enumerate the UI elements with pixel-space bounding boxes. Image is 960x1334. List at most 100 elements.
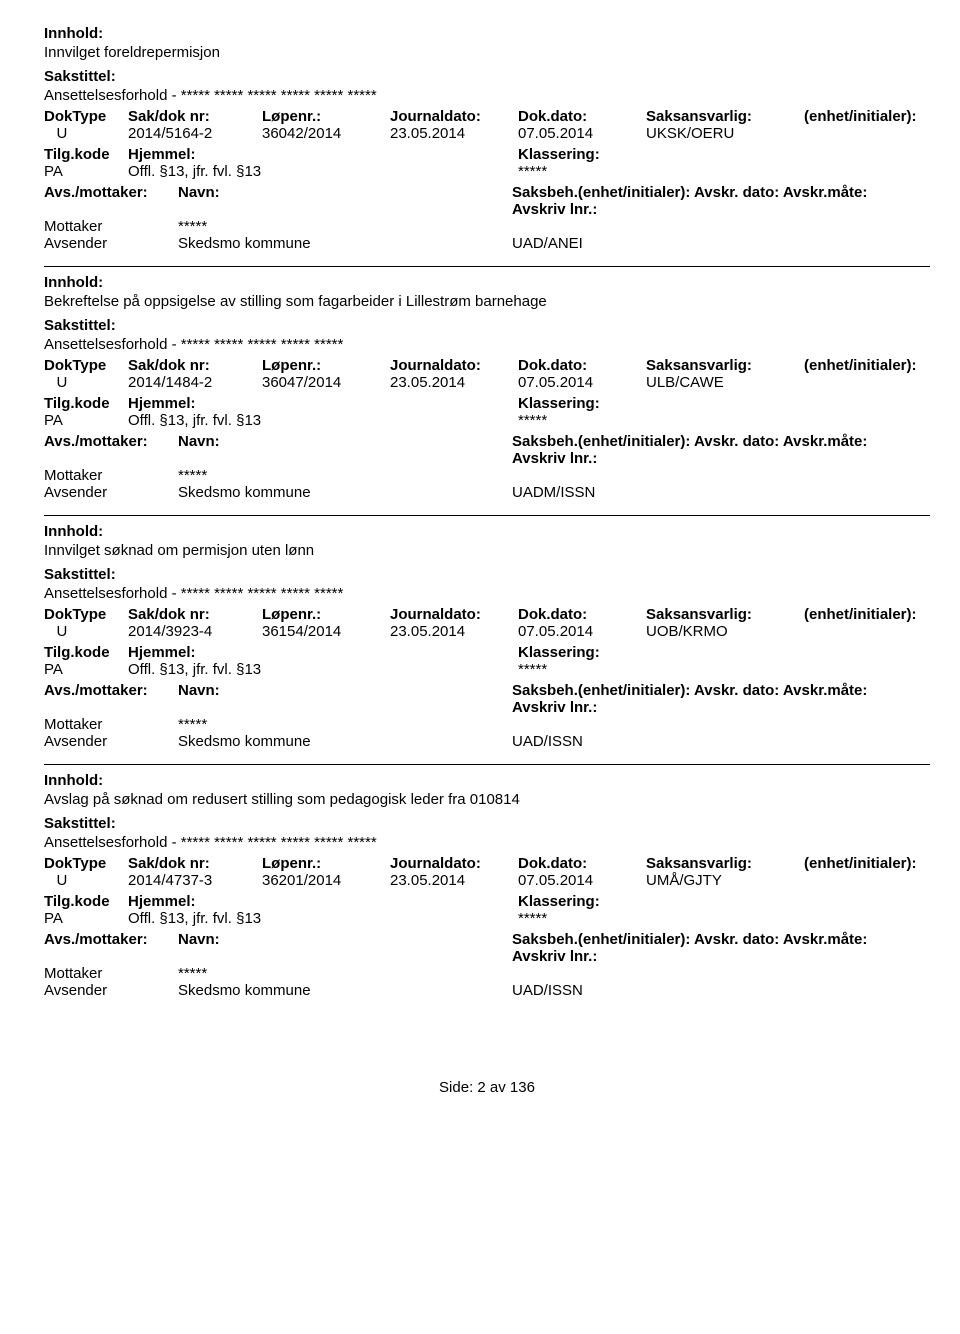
doc-header-row: DokTypeSak/dok nr:Løpenr.:Journaldato:Do… [44,108,930,125]
doktype-value: U [44,374,128,391]
avsender-row: AvsenderSkedsmo kommuneUADM/ISSN [44,484,930,501]
lopenr-value: 36201/2014 [262,872,390,889]
hjemmel-header: Hjemmel: [128,395,518,412]
journaldato-header: Journaldato: [390,855,518,872]
mottaker-role: Mottaker [44,218,178,235]
sakdok-header: Sak/dok nr: [128,855,262,872]
sakstittel-label: Sakstittel: [44,68,930,85]
record-divider [44,515,930,516]
avsmottaker-header: Avs./mottaker: [44,682,178,699]
saksansvarlig-header: Saksansvarlig: [646,855,804,872]
doc-header-row: DokTypeSak/dok nr:Løpenr.:Journaldato:Do… [44,606,930,623]
journal-record: Innhold:Bekreftelse på oppsigelse av sti… [44,274,930,501]
journaldato-header: Journaldato: [390,606,518,623]
saksansvarlig-header: Saksansvarlig: [646,108,804,125]
enhet-header: (enhet/initialer): [804,357,930,374]
doc-header-row: DokTypeSak/dok nr:Løpenr.:Journaldato:Do… [44,357,930,374]
hjemmel-value-row: PAOffl. §13, jfr. fvl. §13***** [44,661,930,678]
avsender-party: Skedsmo kommune [178,235,512,252]
mottaker-role: Mottaker [44,467,178,484]
doktype-value: U [44,623,128,640]
record-divider [44,266,930,267]
sakstittel-label: Sakstittel: [44,566,930,583]
avsender-role: Avsender [44,733,178,750]
hjemmel-value-row: PAOffl. §13, jfr. fvl. §13***** [44,412,930,429]
sakdok-value: 2014/5164-2 [128,125,262,142]
innhold-text: Avslag på søknad om redusert stilling so… [44,791,930,808]
sakstittel-label: Sakstittel: [44,815,930,832]
tilgkode-value: PA [44,910,128,927]
mottaker-party: ***** [178,716,512,733]
sakdok-value: 2014/1484-2 [128,374,262,391]
doktype-header: DokType [44,357,128,374]
enhet-header: (enhet/initialer): [804,855,930,872]
records-container: Innhold: Innvilget foreldrepermisjon Sakst… [44,25,930,999]
hjemmel-header-row: Tilg.kodeHjemmel:Klassering: [44,146,930,163]
doc-value-row: U2014/4737-336201/201423.05.201407.05.20… [44,872,930,889]
journaldato-header: Journaldato: [390,357,518,374]
avsender-code: UAD/ISSN [512,982,930,999]
tilgkode-value: PA [44,661,128,678]
saksbeh-header-group: Saksbeh.(enhet/initialer): Avskr. dato: … [512,184,930,218]
avsender-row: AvsenderSkedsmo kommuneUAD/ISSN [44,733,930,750]
hjemmel-value: Offl. §13, jfr. fvl. §13 [128,910,518,927]
klassering-value: ***** [518,910,646,927]
doktype-header: DokType [44,855,128,872]
mottaker-row: Mottaker***** [44,716,930,733]
klassering-value: ***** [518,661,646,678]
hjemmel-header-row: Tilg.kodeHjemmel:Klassering: [44,395,930,412]
journaldato-value: 23.05.2014 [390,374,518,391]
sakstittel-text: Ansettelsesforhold - ***** ***** ***** *… [44,585,930,602]
tilgkode-value: PA [44,412,128,429]
doktype-header: DokType [44,606,128,623]
mottaker-party: ***** [178,467,512,484]
mottaker-party: ***** [178,965,512,982]
klassering-header: Klassering: [518,395,646,412]
saksbeh-header-group: Saksbeh.(enhet/initialer): Avskr. dato: … [512,931,930,965]
mottaker-role: Mottaker [44,965,178,982]
hjemmel-value: Offl. §13, jfr. fvl. §13 [128,163,518,180]
avsender-code: UAD/ISSN [512,733,930,750]
mottaker-row: Mottaker***** [44,965,930,982]
mottaker-party: ***** [178,218,512,235]
sakdok-header: Sak/dok nr: [128,357,262,374]
dokdato-value: 07.05.2014 [518,872,646,889]
navn-header: Navn: [178,682,512,699]
avsmottaker-header: Avs./mottaker: [44,931,178,948]
doc-value-row: U2014/1484-236047/201423.05.201407.05.20… [44,374,930,391]
klassering-value: ***** [518,412,646,429]
hjemmel-header: Hjemmel: [128,146,518,163]
avsender-row: AvsenderSkedsmo kommuneUAD/ANEI [44,235,930,252]
innhold-label: Innhold: [44,274,930,291]
hjemmel-value-row: PAOffl. §13, jfr. fvl. §13***** [44,163,930,180]
lopenr-header: Løpenr.: [262,357,390,374]
innhold-text: Innvilget foreldrepermisjon [44,44,930,61]
navn-header: Navn: [178,184,512,201]
saksansvarlig-value: UKSK/OERU [646,125,804,142]
dokdato-header: Dok.dato: [518,357,646,374]
saksansvarlig-value: UMÅ/GJTY [646,872,804,889]
journaldato-value: 23.05.2014 [390,125,518,142]
mottaker-row: Mottaker***** [44,467,930,484]
avsender-role: Avsender [44,484,178,501]
journaldato-value: 23.05.2014 [390,872,518,889]
saksansvarlig-header: Saksansvarlig: [646,606,804,623]
dokdato-value: 07.05.2014 [518,125,646,142]
tilgkode-header: Tilg.kode [44,644,128,661]
lopenr-value: 36047/2014 [262,374,390,391]
dokdato-header: Dok.dato: [518,606,646,623]
tilgkode-header: Tilg.kode [44,146,128,163]
hjemmel-value-row: PAOffl. §13, jfr. fvl. §13***** [44,910,930,927]
dokdato-header: Dok.dato: [518,855,646,872]
lopenr-header: Løpenr.: [262,108,390,125]
avsender-role: Avsender [44,982,178,999]
saksbeh-header-group: Saksbeh.(enhet/initialer): Avskr. dato: … [512,433,930,467]
saksansvarlig-value: UOB/KRMO [646,623,804,640]
klassering-header: Klassering: [518,893,646,910]
journal-record: Innhold:Avslag på søknad om redusert sti… [44,772,930,999]
innhold-label: Innhold: [44,523,930,540]
journaldato-header: Journaldato: [390,108,518,125]
navn-header: Navn: [178,433,512,450]
avsender-code: UAD/ANEI [512,235,930,252]
sakstittel-text: Ansettelsesforhold - ***** ***** ***** *… [44,336,930,353]
